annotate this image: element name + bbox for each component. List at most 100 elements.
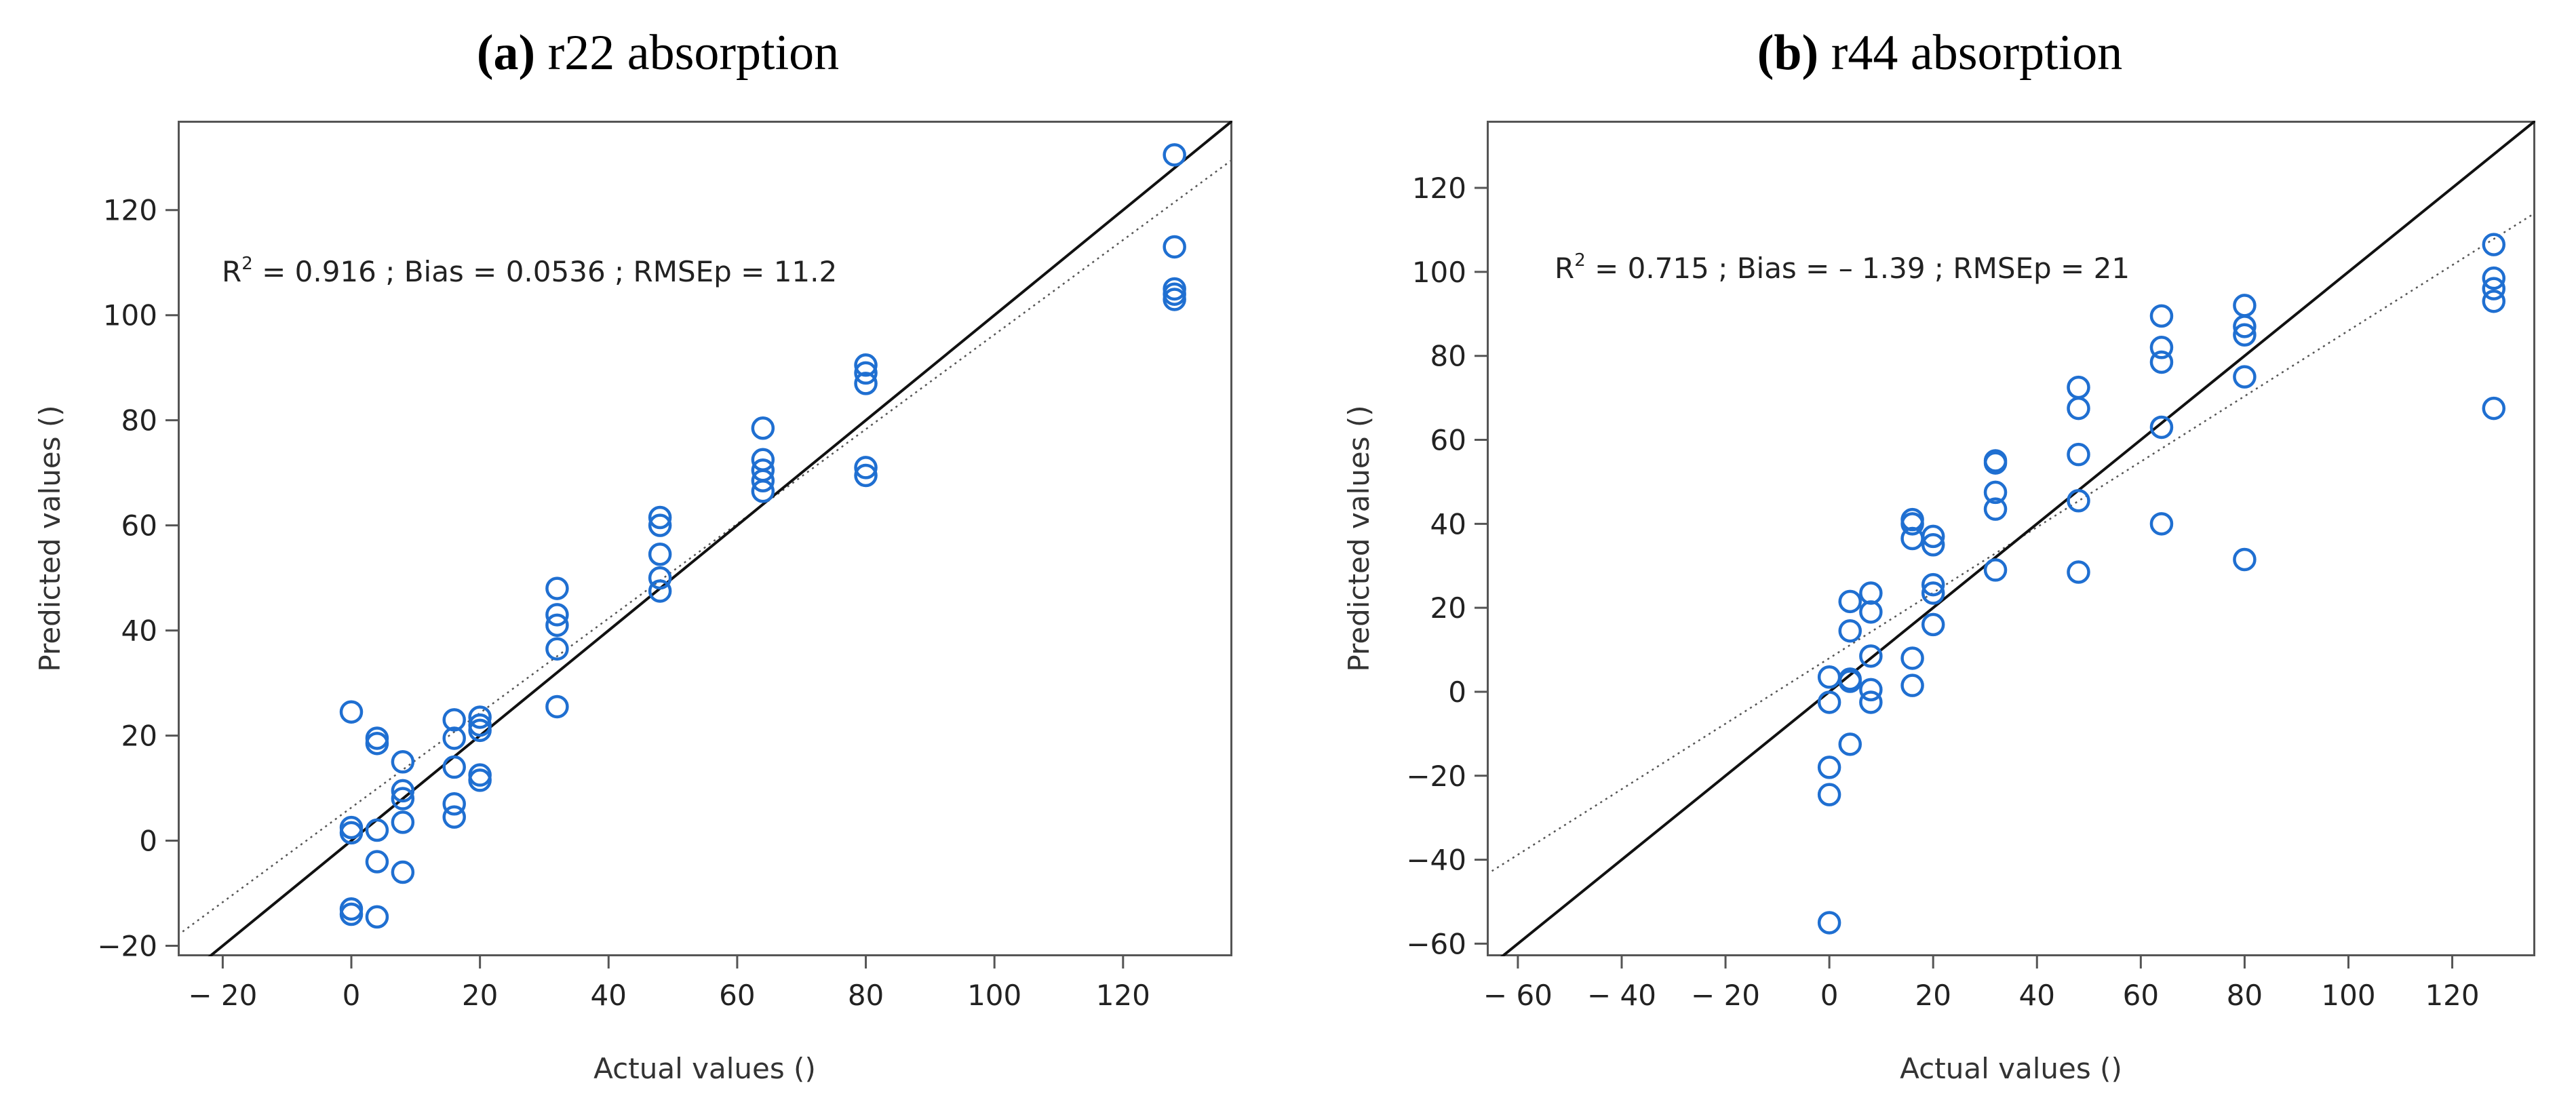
panel-b-x-ticks: − 60 − 40 − 20 0 20 40 60 80 100 120 [1483, 956, 2480, 1012]
x-tick-label: 0 [343, 979, 361, 1012]
x-tick-label: 100 [2321, 979, 2375, 1012]
data-point [391, 779, 415, 803]
data-point [1163, 235, 1186, 259]
panel-a-points [339, 143, 1186, 929]
data-point [468, 768, 492, 792]
y-tick-label: 100 [103, 299, 157, 332]
data-point [1859, 678, 1883, 702]
data-point [1900, 673, 1924, 697]
panel-b-stats-r: R [1555, 252, 1574, 285]
panel-b-title: (b) r44 absorption [1757, 25, 2123, 81]
data-point [1163, 288, 1186, 311]
panel-a-title: (a) r22 absorption [477, 25, 839, 81]
regression-line [178, 159, 1232, 937]
data-point [442, 805, 466, 829]
identity-line [1500, 121, 2535, 956]
data-point [2149, 415, 2174, 439]
panel-b-points [1817, 233, 2506, 935]
y-tick-label: 0 [1448, 676, 1466, 709]
panel-a-plot-frame [178, 121, 1232, 956]
y-tick-label: 80 [121, 404, 157, 437]
data-point [751, 480, 775, 503]
y-tick-label: 100 [1412, 256, 1466, 289]
data-point [442, 755, 466, 779]
x-tick-label: 40 [591, 979, 627, 1012]
data-point [2482, 289, 2506, 313]
data-point [1817, 756, 1841, 779]
panel-a-y-ticks: −20 0 20 40 60 80 100 120 [97, 194, 178, 963]
data-point [1921, 572, 1945, 597]
panel-b: (b) r44 absorption R2 = 0.715 ; Bias = –… [1342, 25, 2535, 1085]
y-tick-label: −40 [1406, 844, 1466, 877]
data-point [468, 705, 492, 729]
regression-line [1487, 212, 2535, 876]
data-point [1983, 497, 2008, 521]
data-point [1859, 690, 1883, 714]
panel-a-stats-values: = 0.916 ; Bias = 0.0536 ; RMSEp = 11.2 [253, 255, 837, 288]
data-point [1817, 690, 1841, 714]
data-point [854, 353, 878, 377]
data-point [2067, 560, 2090, 584]
data-point [1900, 512, 1924, 536]
data-point [1983, 480, 2008, 505]
data-point [2233, 365, 2257, 389]
y-tick-label: 80 [1430, 340, 1466, 373]
data-point [2482, 266, 2506, 290]
x-tick-label: 80 [2227, 979, 2263, 1012]
x-tick-label: − 40 [1587, 979, 1656, 1012]
panel-a-title-text: r22 absorption [548, 25, 840, 81]
panel-b-y-ticks: −60 −40 −20 0 20 40 60 80 100 120 [1406, 172, 1487, 960]
y-tick-label: 20 [1430, 591, 1466, 625]
data-point [2067, 442, 2090, 467]
data-point [854, 372, 878, 395]
data-point [442, 726, 466, 750]
x-tick-label: 20 [462, 979, 498, 1012]
data-point [648, 513, 672, 537]
panel-a-x-ticks: − 20 0 20 40 60 80 100 120 [188, 956, 1150, 1012]
y-tick-label: −20 [1406, 760, 1466, 793]
x-tick-label: 60 [2123, 979, 2159, 1012]
data-point [1921, 533, 1945, 557]
data-point [365, 905, 389, 929]
panel-b-title-text: r44 absorption [1831, 25, 2123, 81]
panel-a-tag: (a) [477, 25, 535, 81]
data-point [391, 810, 415, 834]
x-tick-label: 0 [1820, 979, 1839, 1012]
y-tick-label: 60 [121, 509, 157, 543]
y-tick-label: 0 [139, 825, 157, 858]
y-tick-label: 120 [1412, 172, 1466, 205]
x-tick-label: 20 [1915, 979, 1951, 1012]
x-tick-label: 80 [848, 979, 884, 1012]
data-point [2233, 315, 2257, 338]
y-tick-label: 60 [1430, 424, 1466, 457]
data-point [1838, 669, 1862, 693]
panel-b-lines [1487, 121, 2535, 956]
data-point [2482, 277, 2506, 300]
panel-b-stats: R2 = 0.715 ; Bias = – 1.39 ; RMSEp = 21 [1555, 250, 2130, 285]
data-point [1817, 911, 1841, 935]
data-point [854, 361, 878, 385]
data-point [391, 860, 415, 884]
data-point [854, 463, 878, 488]
panel-b-stats-values: = 0.715 ; Bias = – 1.39 ; RMSEp = 21 [1586, 252, 2130, 285]
data-point [365, 850, 389, 874]
data-point [1921, 581, 1945, 605]
data-point [1838, 732, 1862, 756]
x-tick-label: 60 [719, 979, 755, 1012]
data-point [648, 542, 672, 566]
data-point [1921, 612, 1945, 637]
data-point [1163, 143, 1186, 167]
data-point [648, 505, 672, 530]
data-point [545, 695, 569, 719]
y-tick-label: −60 [1406, 927, 1466, 960]
panel-a-plot-area: R2 = 0.916 ; Bias = 0.0536 ; RMSEp = 11.… [178, 121, 1232, 956]
data-point [1859, 644, 1883, 668]
x-tick-label: 40 [2019, 979, 2055, 1012]
y-tick-label: 20 [121, 720, 157, 753]
x-tick-label: − 60 [1483, 979, 1553, 1012]
data-point [1817, 783, 1841, 806]
panel-b-y-axis-label: Predicted values () [1342, 405, 1375, 671]
panel-a-stats: R2 = 0.916 ; Bias = 0.0536 ; RMSEp = 11.… [222, 254, 837, 288]
panel-a-stats-r2-sup: 2 [241, 254, 253, 274]
